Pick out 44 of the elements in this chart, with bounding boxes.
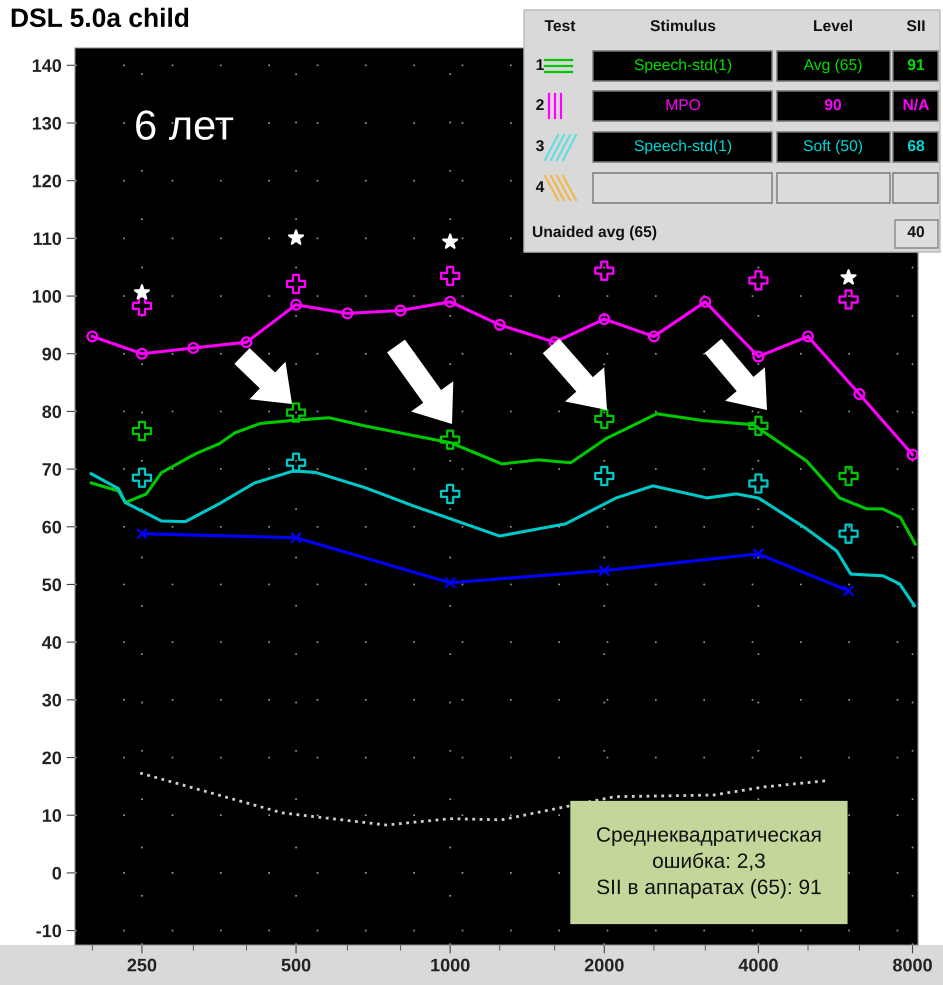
y-tick-label: -10	[36, 924, 62, 938]
y-tick-label: 70	[42, 463, 62, 476]
x-tick-label: 250	[128, 958, 156, 972]
text: Stimulus	[650, 20, 716, 32]
annotation: 91	[908, 59, 924, 70]
x-tick-label: 8000	[893, 958, 932, 972]
annotation: 2	[536, 99, 544, 110]
y-tick-label: 20	[42, 751, 62, 764]
x-tick-label: 4000	[738, 958, 778, 972]
y-tick-label: 120	[32, 174, 62, 188]
annotation: 6 лет	[136, 110, 234, 140]
annotation: N/A	[904, 98, 930, 110]
y-tick-label: 60	[42, 520, 62, 534]
annotation: 1	[536, 59, 544, 70]
x-tick-label: 500	[282, 958, 310, 972]
text: Test	[544, 20, 576, 32]
annotation: 3	[536, 140, 544, 152]
y-tick-label: 130	[32, 116, 62, 130]
annotation: 40	[908, 226, 924, 238]
y-tick-label: 100	[32, 290, 62, 303]
y-tick-label: 140	[32, 59, 62, 72]
y-tick-label: 30	[42, 694, 62, 707]
chart-title: DSL 5.0a child	[12, 8, 188, 28]
annotation: Soft (50)	[804, 140, 862, 154]
x-tick-label: 1000	[431, 958, 470, 972]
annotation: Среднеквадратическая ошибка: 2,3 SII в аппаратах (65): 91	[597, 827, 821, 898]
text: SII	[906, 20, 925, 32]
annotation: Unaided avg (65)	[532, 226, 656, 240]
annotation: Speech-std(1)	[634, 58, 732, 74]
annotation: Speech-std(1)	[634, 140, 732, 154]
y-tick-label: 80	[42, 405, 62, 418]
annotation: 90	[824, 99, 842, 110]
annotation: 68	[908, 140, 924, 152]
annotation: 4	[536, 181, 544, 192]
y-tick-label: 0	[52, 866, 62, 880]
y-tick-label: 90	[42, 348, 62, 360]
text: Level	[814, 20, 852, 32]
x-tick-label: 2000	[584, 958, 624, 972]
annotation: MPO	[666, 99, 700, 110]
y-tick-label: 10	[42, 809, 62, 822]
y-tick-label: 50	[42, 578, 62, 592]
annotation: Avg (65)	[804, 58, 862, 74]
y-tick-label: 40	[42, 636, 62, 649]
y-tick-label: 110	[34, 232, 62, 246]
